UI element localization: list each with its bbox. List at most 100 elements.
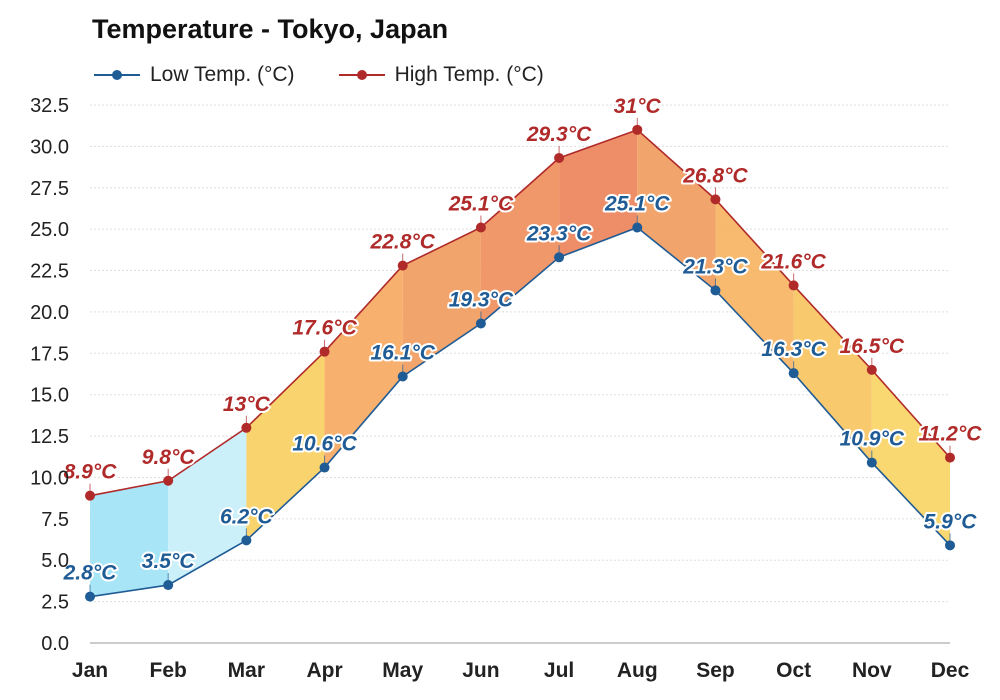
high-temp-line	[89, 128, 951, 497]
x-tick-label: Dec	[931, 659, 970, 682]
high-temp-point[interactable]	[554, 152, 565, 163]
band-segment	[715, 199, 794, 374]
low-temp-point[interactable]	[241, 535, 252, 546]
low-temp-point[interactable]	[632, 222, 643, 233]
low-temp-label: 10.9°C	[840, 428, 905, 451]
y-tick-label: 30.0	[30, 136, 69, 158]
series-lines	[89, 128, 951, 598]
low-temp-point[interactable]	[945, 540, 955, 551]
high-temp-point[interactable]	[632, 124, 643, 135]
low-temp-label: 3.5°C	[142, 550, 196, 573]
y-tick-label: 7.5	[41, 509, 69, 531]
low-temp-point[interactable]	[475, 318, 486, 329]
band-segment	[402, 227, 481, 377]
low-temp-label: 16.1°C	[371, 341, 436, 364]
high-temp-label: 17.6°C	[292, 317, 357, 340]
legend-swatch-low	[94, 70, 140, 80]
low-temp-label: 21.3°C	[682, 255, 748, 278]
band-segment	[637, 129, 716, 291]
chart-title: Temperature - Tokyo, Japan	[92, 14, 449, 44]
high-temp-point[interactable]	[710, 194, 721, 205]
x-tick-label: Feb	[150, 659, 187, 682]
low-temp-label: 25.1°C	[604, 192, 670, 215]
high-temp-label: 31°C	[614, 95, 662, 118]
band-segment	[324, 265, 403, 468]
y-tick-label: 22.5	[30, 261, 69, 283]
low-temp-point[interactable]	[163, 580, 174, 591]
band-segment	[871, 369, 950, 546]
x-tick-label: Oct	[776, 659, 811, 682]
high-temp-point[interactable]	[945, 452, 955, 463]
x-tick-label: Jan	[72, 659, 108, 682]
high-temp-label: 11.2°C	[919, 423, 983, 446]
y-tick-label: 20.0	[30, 302, 69, 324]
y-tick-label: 17.5	[30, 343, 69, 365]
low-temp-label: 2.8°C	[63, 562, 118, 585]
legend-label-high: High Temp. (°C)	[394, 63, 544, 86]
high-temp-point[interactable]	[788, 280, 799, 291]
high-temp-label: 25.1°C	[448, 192, 514, 215]
x-tick-label: Apr	[306, 659, 342, 682]
low-temp-point[interactable]	[554, 252, 565, 263]
low-temp-label: 16.3°C	[761, 338, 826, 361]
y-tick-label: 5.0	[41, 550, 69, 572]
low-temp-label: 23.3°C	[526, 222, 592, 245]
high-temp-label: 29.3°C	[526, 123, 592, 146]
low-temp-point[interactable]	[319, 462, 330, 473]
temperature-bands	[90, 129, 950, 597]
y-tick-label: 32.5	[30, 95, 69, 117]
x-tick-label: Mar	[228, 659, 265, 682]
x-tick-label: Jun	[462, 659, 499, 682]
band-segment	[246, 351, 325, 541]
low-temp-point[interactable]	[788, 368, 799, 379]
y-tick-label: 25.0	[30, 219, 69, 241]
y-tick-label: 27.5	[30, 178, 69, 200]
high-temp-point[interactable]	[241, 422, 252, 433]
high-temp-label: 9.8°C	[142, 446, 196, 469]
y-tick-label: 2.5	[41, 592, 69, 614]
low-temp-point[interactable]	[397, 371, 408, 382]
data-labels: 2.8°C 3.5°C 6.2°C 10.6°C 16.1°C 19.3°C 23.3°C 2…	[61, 93, 985, 587]
band-segment	[559, 129, 638, 258]
band-segment	[480, 157, 560, 324]
x-tick-label: Nov	[852, 659, 892, 682]
legend-swatch-high	[338, 70, 385, 80]
legend-label-low: Low Temp. (°C)	[150, 63, 295, 86]
y-tick-label: 0.0	[41, 633, 69, 655]
high-temp-label: 8.9°C	[64, 461, 118, 484]
x-tick-label: Sep	[696, 659, 735, 682]
high-temp-point[interactable]	[163, 475, 174, 486]
y-tick-label: 15.0	[30, 385, 69, 407]
high-temp-label: 13°C	[223, 393, 271, 416]
high-temp-point[interactable]	[397, 260, 408, 271]
x-tick-label: May	[382, 659, 423, 682]
series-points	[85, 117, 955, 602]
high-temp-label: 16.5°C	[840, 335, 905, 358]
low-temp-label: 5.9°C	[924, 510, 978, 533]
band-segment	[168, 427, 247, 586]
high-temp-point[interactable]	[319, 346, 330, 357]
high-temp-label: 26.8°C	[682, 164, 748, 187]
x-tick-label: Aug	[617, 659, 658, 682]
low-temp-label: 6.2°C	[220, 505, 274, 528]
band-segment	[793, 285, 872, 463]
high-temp-point[interactable]	[475, 222, 486, 233]
y-tick-label: 10.0	[30, 467, 69, 489]
axes: 0.0 2.5 5.0 7.5 10.0 12.5 15.0 17.5 20.0 22.5 25.0…	[30, 95, 970, 682]
legend-item-high[interactable]: High Temp. (°C)	[337, 63, 544, 87]
high-temp-label: 22.8°C	[370, 231, 436, 254]
legend-item-low[interactable]: Low Temp. (°C)	[92, 63, 295, 87]
high-temp-point[interactable]	[866, 364, 877, 375]
low-temp-point[interactable]	[866, 457, 877, 468]
low-temp-label: 19.3°C	[449, 289, 514, 312]
x-tick-label: Jul	[544, 659, 574, 682]
low-temp-line	[89, 226, 951, 598]
low-temp-label: 10.6°C	[292, 433, 357, 456]
low-temp-point[interactable]	[710, 285, 721, 296]
low-temp-point[interactable]	[85, 591, 95, 602]
chart-legend: Low Temp. (°C) High Temp. (°C)	[92, 60, 586, 90]
y-tick-label: 12.5	[30, 426, 69, 448]
high-temp-point[interactable]	[85, 490, 95, 501]
